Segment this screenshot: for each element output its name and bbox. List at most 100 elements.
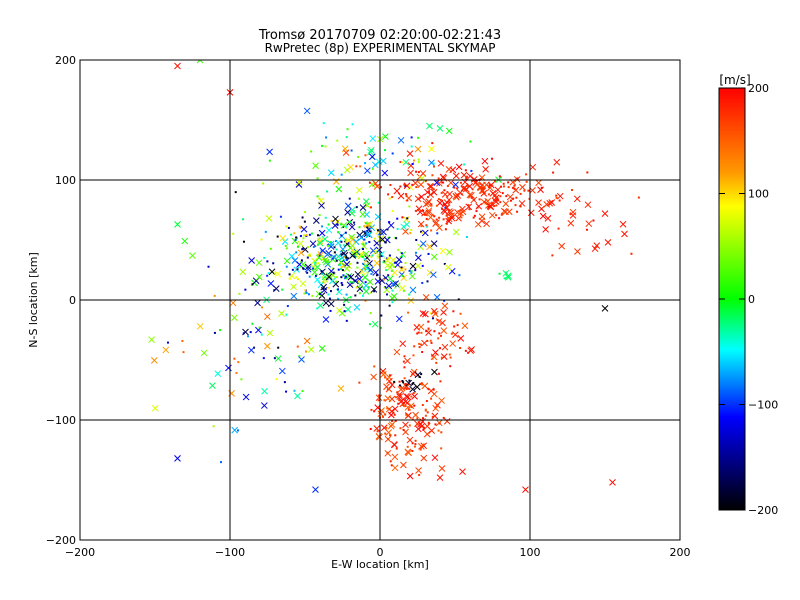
echo-dot (340, 173, 343, 176)
echo-dot (415, 186, 418, 189)
echo-cross (390, 293, 398, 300)
echo-dot (343, 255, 346, 258)
echo-cross (452, 192, 460, 200)
echo-cross (342, 149, 350, 156)
echo-dot (343, 310, 346, 313)
echo-dot (417, 331, 420, 334)
echo-cross (255, 273, 263, 281)
echo-cross (334, 239, 342, 247)
x-tick-label: 100 (520, 546, 541, 559)
echo-dot (525, 173, 528, 176)
echo-cross (351, 248, 359, 256)
chart-title: Tromsø 20170709 02:20:00-02:21:43 (258, 28, 501, 43)
echo-dot (316, 177, 319, 180)
echo-dot (247, 335, 250, 338)
echo-cross (419, 310, 427, 317)
echo-cross (272, 285, 280, 292)
echo-dot (400, 266, 403, 269)
echo-dot (630, 252, 633, 255)
echo-dot (374, 237, 377, 240)
echo-dot (495, 214, 498, 217)
echo-cross (304, 265, 312, 273)
echo-dot (448, 201, 451, 204)
echo-cross (404, 404, 412, 411)
echo-dot (432, 162, 435, 165)
echo-cross (441, 191, 449, 198)
echo-cross (567, 219, 575, 227)
echo-dot (407, 408, 410, 411)
echo-dot (309, 254, 312, 257)
echo-cross (359, 204, 367, 211)
echo-dot (435, 204, 438, 207)
echo-dot (353, 255, 356, 258)
echo-dot (307, 246, 310, 249)
echo-dot (354, 294, 357, 297)
echo-cross (299, 261, 307, 268)
echo-cross (371, 320, 379, 328)
echo-cross (327, 240, 335, 248)
echo-cross (312, 162, 319, 170)
echo-dot (328, 297, 331, 300)
echo-dot (308, 233, 311, 236)
echo-dot (586, 228, 589, 231)
echo-dot (352, 281, 355, 284)
echo-dot (269, 247, 272, 250)
echo-dot (424, 414, 427, 417)
echo-dot (340, 240, 343, 243)
echo-dot (264, 230, 267, 233)
echo-dot (427, 422, 430, 425)
echo-dot (409, 231, 412, 234)
colorbar-ticks: 200 100 0 −100 −200 (719, 82, 778, 517)
echo-cross (340, 222, 348, 229)
echo-cross (349, 236, 356, 244)
echo-dot (286, 305, 289, 308)
echo-dot (358, 292, 361, 295)
echo-dot (335, 280, 338, 283)
echo-dot (345, 319, 348, 322)
echo-cross (229, 299, 237, 307)
echo-dot (349, 296, 352, 299)
echo-dot (383, 371, 386, 374)
echo-cross (268, 268, 276, 276)
echo-cross (377, 410, 385, 418)
echo-dot (383, 149, 386, 152)
echo-dot (414, 209, 417, 212)
echo-dot (362, 243, 365, 246)
echo-cross (621, 230, 628, 238)
echo-cross (424, 188, 431, 196)
echo-cross (343, 265, 351, 272)
echo-dot (443, 189, 446, 192)
echo-cross (322, 299, 330, 307)
echo-dot (453, 186, 456, 189)
echo-dot (320, 249, 323, 252)
echo-dot (387, 193, 390, 196)
echo-dot (379, 326, 382, 329)
echo-dot (465, 236, 468, 239)
echo-cross (430, 240, 438, 247)
echo-dot (298, 355, 301, 358)
echo-dot (287, 226, 290, 229)
echo-dot (410, 228, 413, 231)
echo-dot (387, 236, 390, 239)
echo-dot (398, 384, 401, 387)
echo-dot (366, 226, 369, 229)
echo-dot (266, 260, 269, 263)
echo-cross (441, 343, 449, 351)
echo-cross (368, 153, 376, 161)
echo-cross (353, 248, 361, 256)
echo-dot (386, 388, 389, 391)
echo-cross (414, 425, 422, 433)
echo-cross (356, 275, 363, 283)
echo-dot (389, 184, 392, 187)
echo-dot (540, 186, 543, 189)
echo-cross (405, 194, 413, 202)
echo-dot (384, 432, 387, 435)
echo-dot (440, 356, 443, 359)
echo-dot (389, 434, 392, 437)
echo-dot (523, 189, 526, 192)
echo-dot (276, 235, 279, 238)
echo-dot (304, 289, 307, 292)
echo-dot (458, 274, 461, 277)
echo-dot (419, 382, 422, 385)
echo-cross (403, 221, 411, 228)
